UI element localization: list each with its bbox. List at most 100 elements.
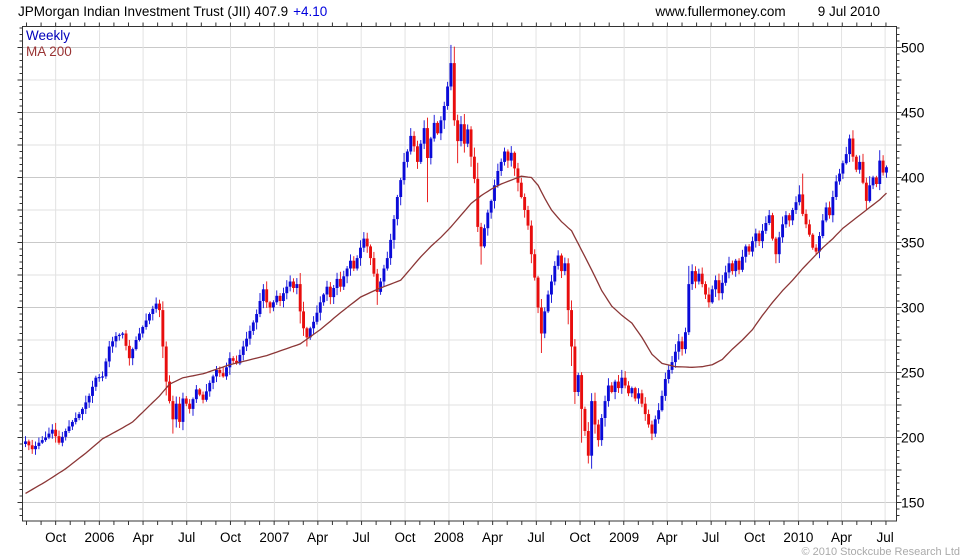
candle-up: [271, 302, 275, 308]
candle-up: [419, 143, 423, 162]
candle-up: [382, 268, 386, 282]
candle-up: [556, 255, 560, 266]
candle-up: [342, 276, 346, 287]
candle-up: [885, 167, 888, 173]
candle-up: [724, 272, 728, 283]
candle-up: [496, 171, 500, 186]
candle-down: [804, 213, 808, 225]
x-axis-label: 2007: [259, 530, 289, 545]
candle-up: [710, 289, 714, 303]
candle-up: [563, 263, 567, 272]
candle-up: [215, 369, 218, 377]
candle-up: [499, 161, 503, 171]
candle-up: [255, 314, 259, 323]
candle-down: [864, 182, 868, 201]
candle-down: [801, 194, 805, 214]
candle-down: [265, 289, 269, 303]
candle-up: [660, 395, 664, 411]
candle-up: [653, 419, 657, 434]
candle-up: [137, 333, 141, 340]
candle-up: [834, 181, 838, 197]
candle-down: [375, 273, 379, 292]
candle-wick: [427, 117, 428, 203]
candle-up: [657, 410, 661, 420]
candle-up: [84, 402, 88, 409]
candle-up: [191, 399, 195, 409]
candle-up: [67, 426, 71, 431]
candle-down: [476, 178, 480, 227]
candle-down: [730, 263, 734, 272]
candle-up: [791, 210, 795, 221]
candle-up: [720, 282, 724, 294]
candle-down: [560, 255, 563, 272]
candle-up: [151, 308, 155, 314]
candle-up: [871, 177, 875, 186]
candle-up: [37, 442, 41, 446]
candle-up: [858, 161, 862, 170]
candle-wick: [48, 427, 50, 440]
candle-down: [851, 138, 855, 157]
candle-down: [57, 436, 61, 443]
candle-up: [550, 281, 553, 295]
candle-up: [285, 286, 289, 294]
candle-up: [204, 391, 208, 400]
candle-up: [228, 358, 232, 368]
candle-down: [30, 445, 34, 450]
candle-up: [335, 278, 339, 288]
candle-down: [218, 369, 222, 374]
candle-wick: [41, 436, 43, 445]
candle-up: [325, 286, 329, 295]
candle-up: [543, 311, 547, 334]
candle-up: [261, 289, 265, 301]
candle-down: [680, 341, 684, 350]
candle-up: [848, 138, 852, 155]
candle-down: [861, 161, 865, 183]
candle-down: [365, 238, 369, 247]
candle-down: [811, 234, 815, 248]
candle-down: [352, 260, 356, 269]
candle-up: [459, 124, 463, 142]
candle-up: [295, 284, 299, 288]
candle-down: [369, 246, 372, 259]
candle-up: [44, 437, 48, 441]
candle-up: [134, 340, 138, 350]
candle-down: [302, 311, 305, 329]
candle-down: [573, 346, 577, 392]
x-axis-label: Jul: [702, 530, 719, 545]
candle-up: [312, 321, 316, 329]
candle-up: [620, 377, 624, 389]
candle-down: [737, 260, 741, 270]
candle-up: [714, 280, 718, 290]
candle-up: [503, 151, 506, 162]
candle-up: [117, 334, 121, 337]
candle-up: [315, 312, 319, 322]
candle-up: [282, 293, 285, 301]
candle-up: [841, 163, 845, 174]
candle-down: [456, 120, 460, 142]
candle-up: [174, 403, 178, 420]
candle-up: [144, 320, 148, 327]
candle-up: [101, 376, 104, 378]
candle-up: [818, 236, 821, 252]
candle-up: [121, 333, 125, 335]
candle-down: [178, 403, 182, 422]
candle-up: [781, 224, 785, 238]
candle-up: [308, 328, 312, 338]
candle-down: [479, 226, 483, 247]
candle-down: [533, 254, 537, 278]
candle-down: [771, 215, 774, 239]
candle-up: [154, 303, 158, 309]
candle-up: [630, 388, 634, 394]
candle-down: [305, 328, 309, 338]
candle-up: [744, 246, 748, 257]
candle-up: [546, 294, 550, 312]
candle-down: [583, 408, 587, 431]
candle-up: [637, 393, 640, 399]
candle-up: [97, 377, 101, 379]
candle-down: [874, 177, 878, 184]
candle-down: [814, 247, 818, 252]
x-axis-label: Apr: [133, 530, 155, 545]
candle-down: [787, 215, 791, 221]
candle-down: [412, 135, 416, 147]
legend-ma-label: MA 200: [26, 44, 72, 59]
